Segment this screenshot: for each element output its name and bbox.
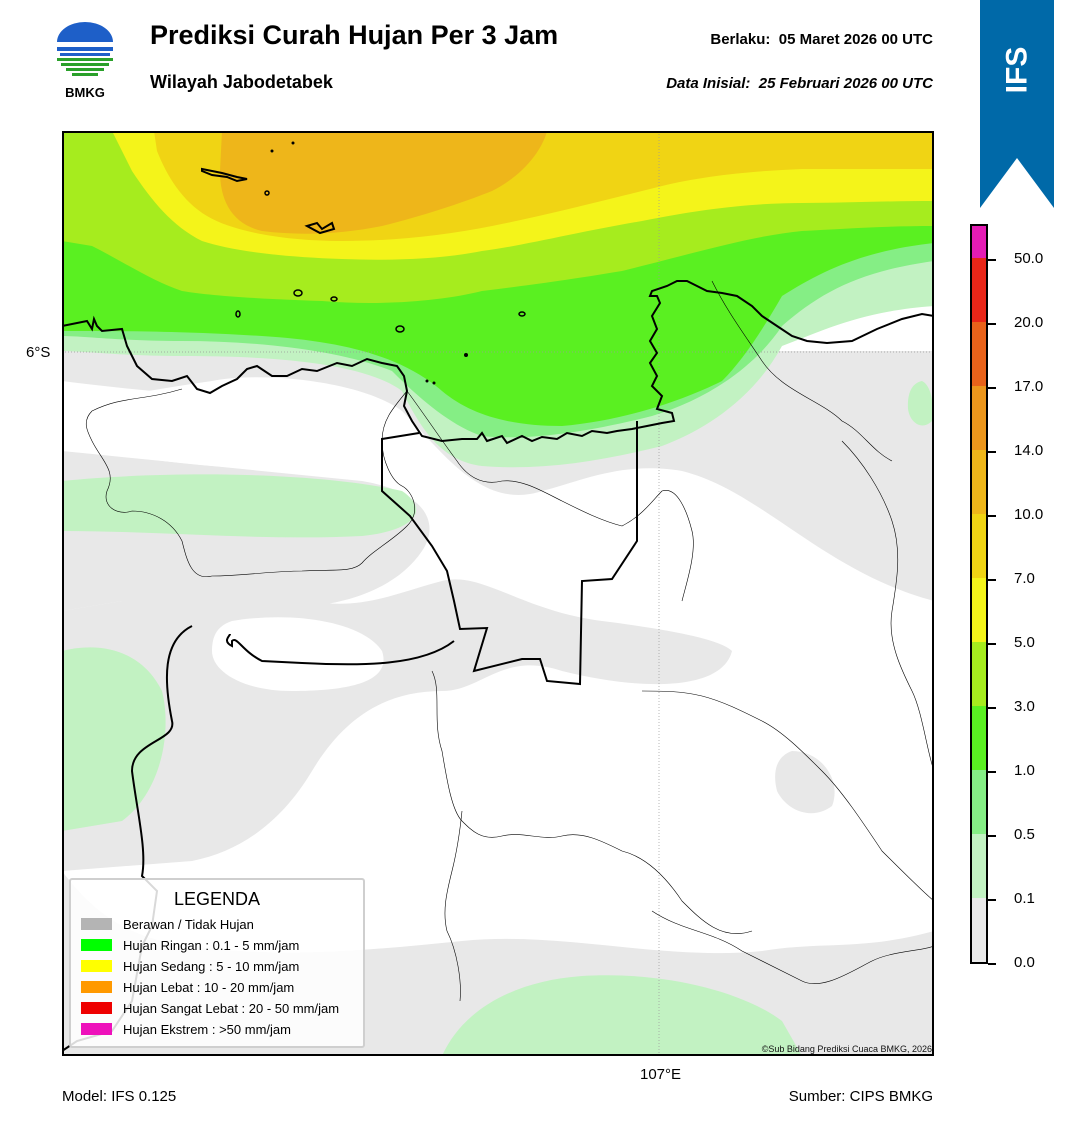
colorbar-tick bbox=[988, 579, 996, 581]
colorbar-tick-label: 0.5 bbox=[1014, 826, 1035, 843]
init-time: Data Inisial: 25 Februari 2026 00 UTC bbox=[666, 75, 933, 92]
legend-label: Hujan Sedang : 5 - 10 mm/jam bbox=[123, 958, 300, 974]
colorbar-segment bbox=[972, 898, 986, 962]
copyright-text: ©Sub Bidang Prediksi Cuaca BMKG, 2026 bbox=[761, 1044, 932, 1054]
colorbar-segment bbox=[972, 578, 986, 642]
legend-swatch bbox=[81, 1023, 112, 1035]
colorbar-tick-label: 20.0 bbox=[1014, 314, 1044, 331]
legend-label: Hujan Ekstrem : >50 mm/jam bbox=[123, 1021, 291, 1037]
legend-item-cloudy: Berawan / Tidak Hujan bbox=[81, 915, 254, 933]
colorbar-tick-label: 1.0 bbox=[1014, 762, 1035, 779]
legend-item-moderate: Hujan Sedang : 5 - 10 mm/jam bbox=[81, 957, 299, 975]
colorbar-tick bbox=[988, 451, 996, 453]
init-value: 25 Februari 2026 00 UTC bbox=[758, 75, 933, 92]
legend-item-light: Hujan Ringan : 0.1 - 5 mm/jam bbox=[81, 936, 299, 954]
colorbar-tick bbox=[988, 707, 996, 709]
region-subtitle: Wilayah Jabodetabek bbox=[150, 72, 333, 92]
bmkg-logo bbox=[52, 20, 118, 102]
legend-item-extreme: Hujan Ekstrem : >50 mm/jam bbox=[81, 1020, 291, 1038]
colorbar-tick-label: 5.0 bbox=[1014, 634, 1035, 651]
colorbar-segment bbox=[972, 386, 986, 450]
colorbar-segment bbox=[972, 706, 986, 770]
ribbon-label: IFS bbox=[999, 46, 1033, 94]
legend-swatch bbox=[81, 918, 112, 930]
latitude-label: 6°S bbox=[26, 344, 51, 361]
legend-label: Hujan Lebat : 10 - 20 mm/jam bbox=[123, 979, 295, 995]
colorbar-segment bbox=[972, 642, 986, 706]
longitude-label: 107°E bbox=[640, 1066, 682, 1083]
colorbar-segment bbox=[972, 834, 986, 898]
colorbar-segment bbox=[972, 322, 986, 386]
legend-swatch bbox=[81, 981, 112, 993]
valid-value: 05 Maret 2026 00 UTC bbox=[778, 31, 933, 48]
colorbar-segment bbox=[972, 450, 986, 514]
colorbar-tick-label: 10.0 bbox=[1014, 506, 1044, 523]
colorbar-tick bbox=[988, 259, 996, 261]
colorbar-tick bbox=[988, 835, 996, 837]
legend-swatch bbox=[81, 960, 112, 972]
legend-swatch bbox=[81, 1002, 112, 1014]
legend-label: Berawan / Tidak Hujan bbox=[123, 916, 254, 932]
model-label: Model: IFS 0.125 bbox=[62, 1088, 177, 1105]
colorbar-tick-label: 7.0 bbox=[1014, 570, 1035, 587]
legend-item-very-heavy: Hujan Sangat Lebat : 20 - 50 mm/jam bbox=[81, 999, 339, 1017]
legend-label: Hujan Sangat Lebat : 20 - 50 mm/jam bbox=[123, 1000, 340, 1016]
init-label: Data Inisial: bbox=[666, 75, 751, 92]
colorbar-tick bbox=[988, 323, 996, 325]
colorbar-tick bbox=[988, 899, 996, 901]
colorbar-tick-label: 0.1 bbox=[1014, 890, 1035, 907]
map-legend: LEGENDA Berawan / Tidak Hujan Hujan Ring… bbox=[69, 878, 365, 1048]
colorbar-tick-label: 3.0 bbox=[1014, 698, 1035, 715]
legend-label: Hujan Ringan : 0.1 - 5 mm/jam bbox=[123, 937, 300, 953]
model-ribbon bbox=[980, 0, 1054, 210]
page-title: Prediksi Curah Hujan Per 3 Jam bbox=[150, 20, 559, 50]
valid-time: Berlaku: 05 Maret 2026 00 UTC bbox=[710, 31, 933, 48]
colorbar-tick-label: 50.0 bbox=[1014, 250, 1044, 267]
colorbar bbox=[970, 224, 988, 964]
colorbar-tick-label: 14.0 bbox=[1014, 442, 1044, 459]
valid-label: Berlaku: bbox=[710, 31, 771, 48]
colorbar-segment bbox=[972, 514, 986, 578]
colorbar-tick bbox=[988, 387, 996, 389]
legend-swatch bbox=[81, 939, 112, 951]
colorbar-tick bbox=[988, 771, 996, 773]
legend-item-heavy: Hujan Lebat : 10 - 20 mm/jam bbox=[81, 978, 294, 996]
colorbar-segment bbox=[972, 226, 986, 258]
source-label: Sumber: CIPS BMKG bbox=[788, 1088, 933, 1105]
colorbar-segment bbox=[972, 770, 986, 834]
colorbar-tick-label: 17.0 bbox=[1014, 378, 1044, 395]
colorbar-tick bbox=[988, 515, 996, 517]
colorbar-tick bbox=[988, 963, 996, 965]
colorbar-tick-label: 0.0 bbox=[1014, 954, 1035, 971]
colorbar-segment bbox=[972, 258, 986, 322]
legend-title: LEGENDA bbox=[173, 889, 261, 909]
logo-text: BMKG bbox=[65, 85, 105, 100]
colorbar-tick bbox=[988, 643, 996, 645]
